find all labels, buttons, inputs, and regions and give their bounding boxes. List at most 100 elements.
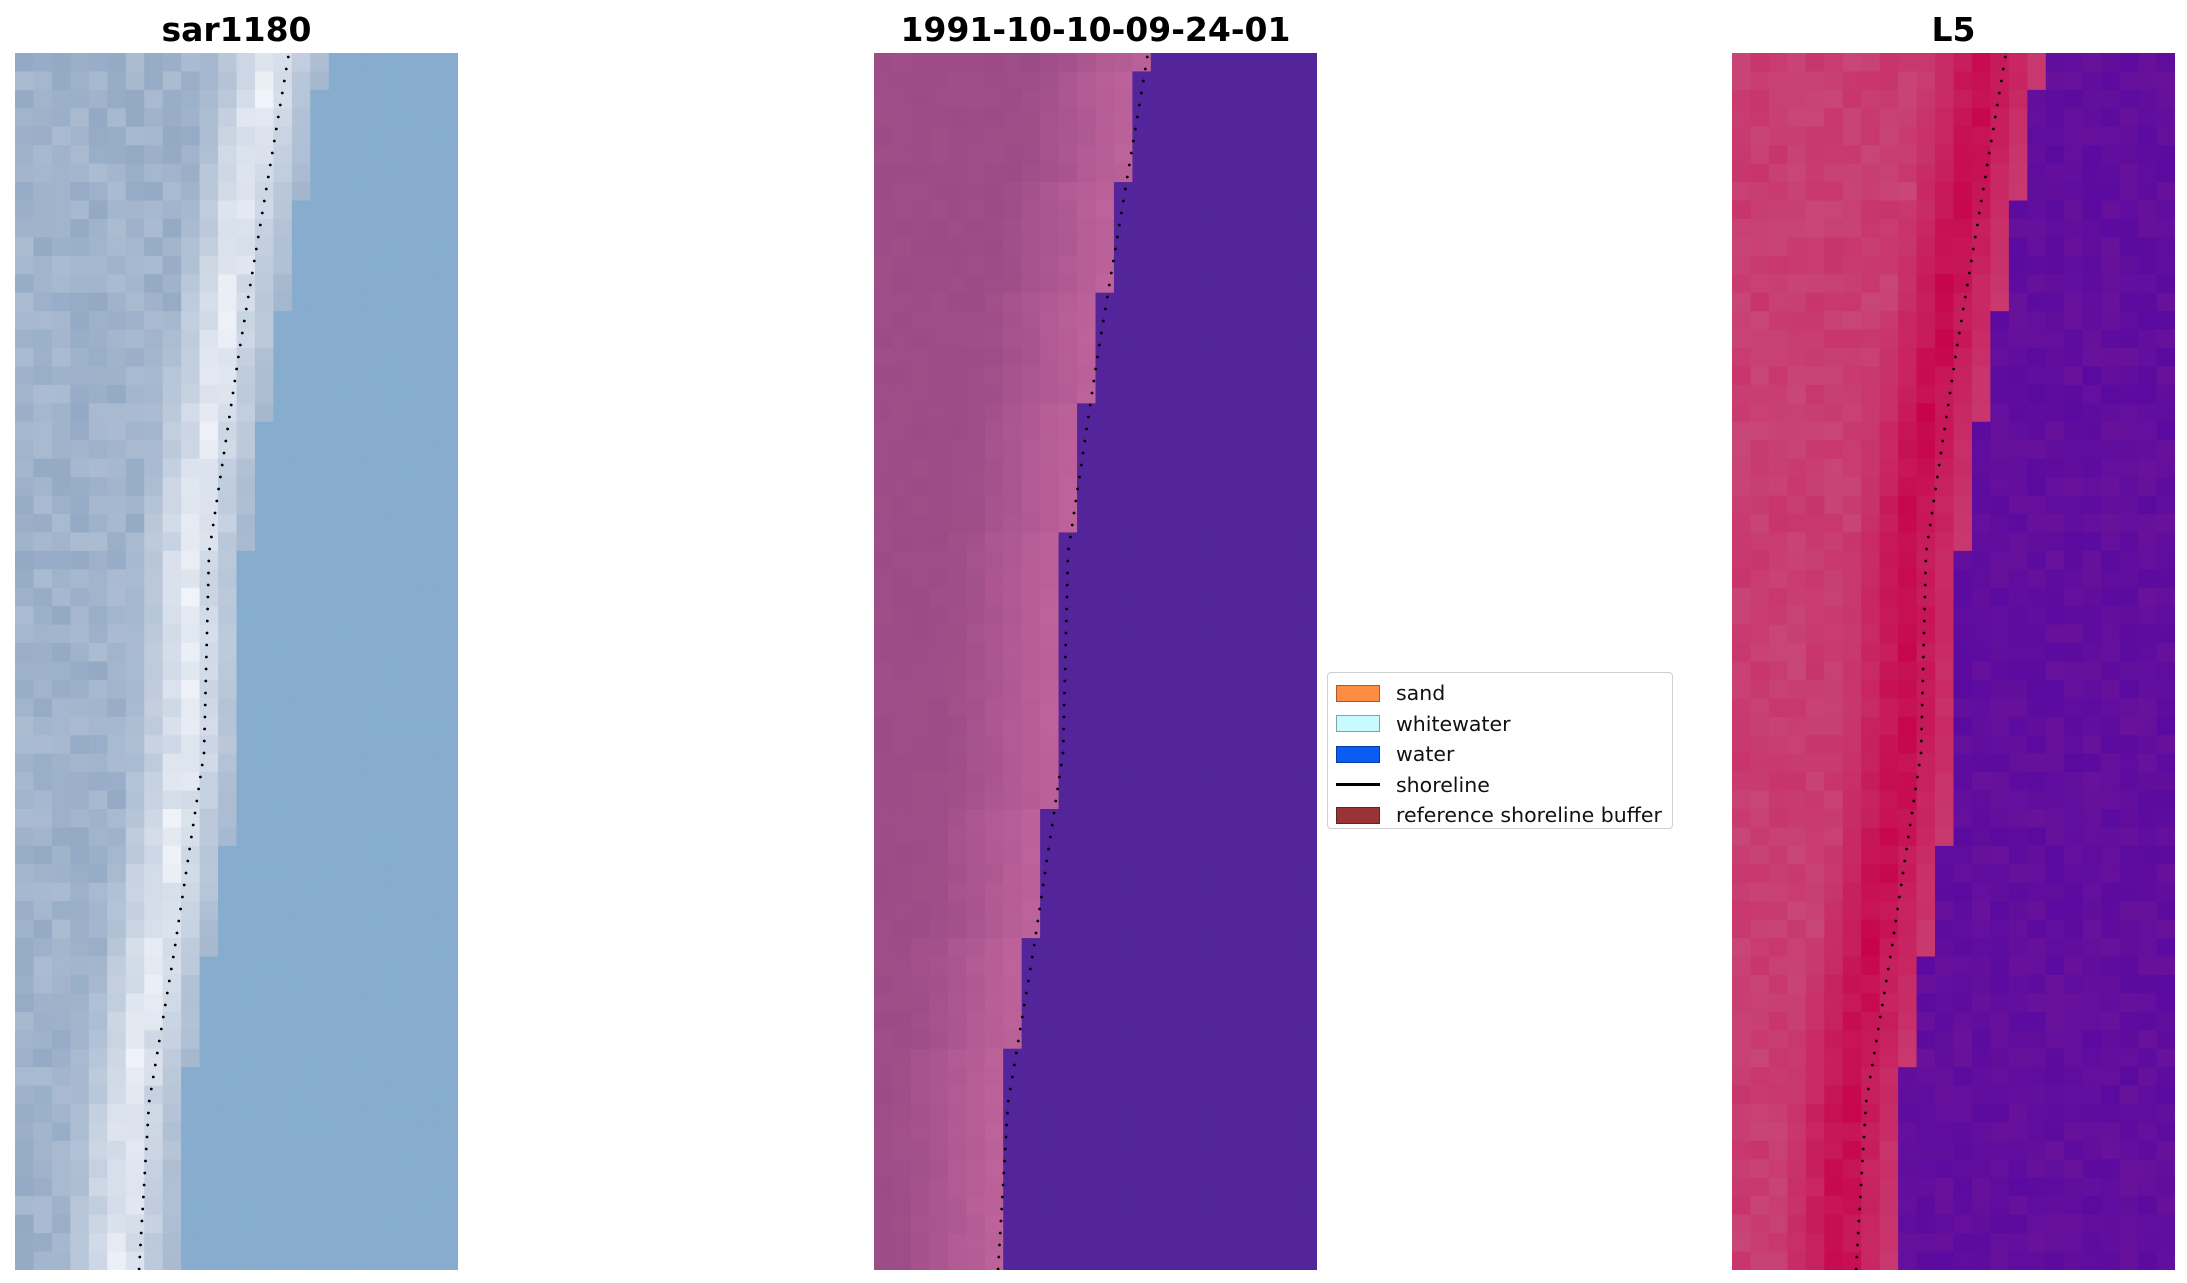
- image-pixel: [421, 200, 441, 220]
- image-pixel: [33, 956, 53, 976]
- image-pixel: [33, 495, 53, 515]
- image-pixel: [929, 532, 949, 552]
- image-pixel: [199, 532, 219, 552]
- image-pixel: [1113, 1233, 1134, 1253]
- image-pixel: [70, 1177, 90, 1197]
- image-pixel: [421, 790, 441, 810]
- image-pixel: [107, 1214, 127, 1234]
- image-pixel: [2156, 71, 2175, 91]
- image-pixel: [929, 292, 949, 312]
- image-pixel: [291, 274, 311, 294]
- image-pixel: [199, 421, 219, 441]
- image-pixel: [1280, 71, 1300, 91]
- image-pixel: [1935, 348, 1955, 368]
- image-pixel: [421, 182, 441, 202]
- image-pixel: [2138, 255, 2158, 275]
- image-pixel: [218, 956, 238, 976]
- image-pixel: [1824, 1159, 1844, 1179]
- image-pixel: [107, 1251, 127, 1270]
- image-pixel: [365, 495, 385, 515]
- image-pixel: [384, 89, 404, 109]
- image-pixel: [1824, 1085, 1844, 1105]
- image-pixel: [929, 753, 949, 773]
- image-pixel: [347, 163, 367, 183]
- image-pixel: [1898, 974, 1918, 995]
- image-pixel: [2082, 1011, 2102, 1031]
- image-pixel: [51, 1159, 71, 1179]
- image-pixel: [384, 993, 404, 1013]
- image-pixel: [33, 1011, 53, 1031]
- image-pixel: [421, 772, 441, 792]
- image-pixel: [33, 827, 53, 847]
- image-pixel: [1879, 108, 1899, 128]
- image-pixel: [1805, 274, 1825, 294]
- image-pixel: [1916, 274, 1936, 294]
- image-pixel: [236, 1030, 256, 1050]
- image-pixel: [236, 1048, 256, 1068]
- image-pixel: [1169, 1122, 1189, 1142]
- image-pixel: [181, 624, 201, 644]
- image-pixel: [199, 938, 219, 958]
- image-pixel: [1280, 513, 1300, 534]
- image-pixel: [1058, 513, 1078, 534]
- image-pixel: [1187, 237, 1207, 257]
- image-pixel: [199, 311, 219, 331]
- image-pixel: [984, 864, 1004, 884]
- image-pixel: [310, 348, 330, 368]
- image-pixel: [1150, 403, 1170, 423]
- image-pixel: [439, 292, 458, 312]
- image-pixel: [218, 679, 238, 699]
- image-pixel: [1971, 1251, 1992, 1270]
- image-pixel: [33, 311, 53, 331]
- image-pixel: [1021, 993, 1041, 1013]
- image-pixel: [1280, 716, 1300, 736]
- image-pixel: [1787, 864, 1807, 884]
- image-pixel: [2027, 587, 2047, 607]
- image-pixel: [162, 126, 182, 146]
- image-pixel: [1261, 569, 1281, 589]
- image-pixel: [1916, 163, 1936, 183]
- image-pixel: [1898, 200, 1918, 220]
- image-pixel: [310, 1196, 330, 1216]
- image-pixel: [2101, 440, 2121, 460]
- image-pixel: [254, 772, 275, 792]
- image-pixel: [1003, 624, 1023, 644]
- image-pixel: [1879, 126, 1899, 146]
- image-pixel: [236, 661, 256, 681]
- image-pixel: [1150, 477, 1170, 497]
- legend-item-reference-buffer: reference shoreline buffer: [1336, 800, 1672, 831]
- image-pixel: [929, 513, 949, 534]
- image-pixel: [1187, 1067, 1207, 1087]
- image-pixel: [1187, 126, 1207, 146]
- image-pixel: [2138, 458, 2158, 478]
- image-pixel: [892, 108, 912, 128]
- image-pixel: [984, 108, 1004, 128]
- image-pixel: [107, 698, 127, 718]
- image-pixel: [1113, 477, 1134, 497]
- image-pixel: [218, 477, 238, 497]
- image-pixel: [88, 255, 108, 275]
- image-pixel: [1021, 1104, 1041, 1124]
- image-pixel: [1058, 255, 1078, 275]
- image-pixel: [1787, 329, 1807, 349]
- image-pixel: [1261, 1214, 1281, 1234]
- image-pixel: [365, 366, 385, 386]
- image-pixel: [1879, 53, 1899, 73]
- image-pixel: [2138, 145, 2158, 165]
- image-pixel: [1206, 1104, 1226, 1124]
- image-pixel: [1280, 126, 1300, 146]
- image-pixel: [1935, 974, 1955, 995]
- image-pixel: [2008, 938, 2028, 958]
- image-pixel: [273, 477, 293, 497]
- image-pixel: [1077, 790, 1097, 810]
- image-pixel: [910, 882, 930, 902]
- image-pixel: [1169, 1159, 1189, 1179]
- image-pixel: [1113, 1030, 1134, 1050]
- image-pixel: [365, 1011, 385, 1031]
- image-pixel: [2027, 901, 2047, 921]
- image-pixel: [1824, 1122, 1844, 1142]
- image-pixel: [1280, 1030, 1300, 1050]
- image-pixel: [2101, 311, 2121, 331]
- image-pixel: [2064, 311, 2084, 331]
- image-pixel: [421, 274, 441, 294]
